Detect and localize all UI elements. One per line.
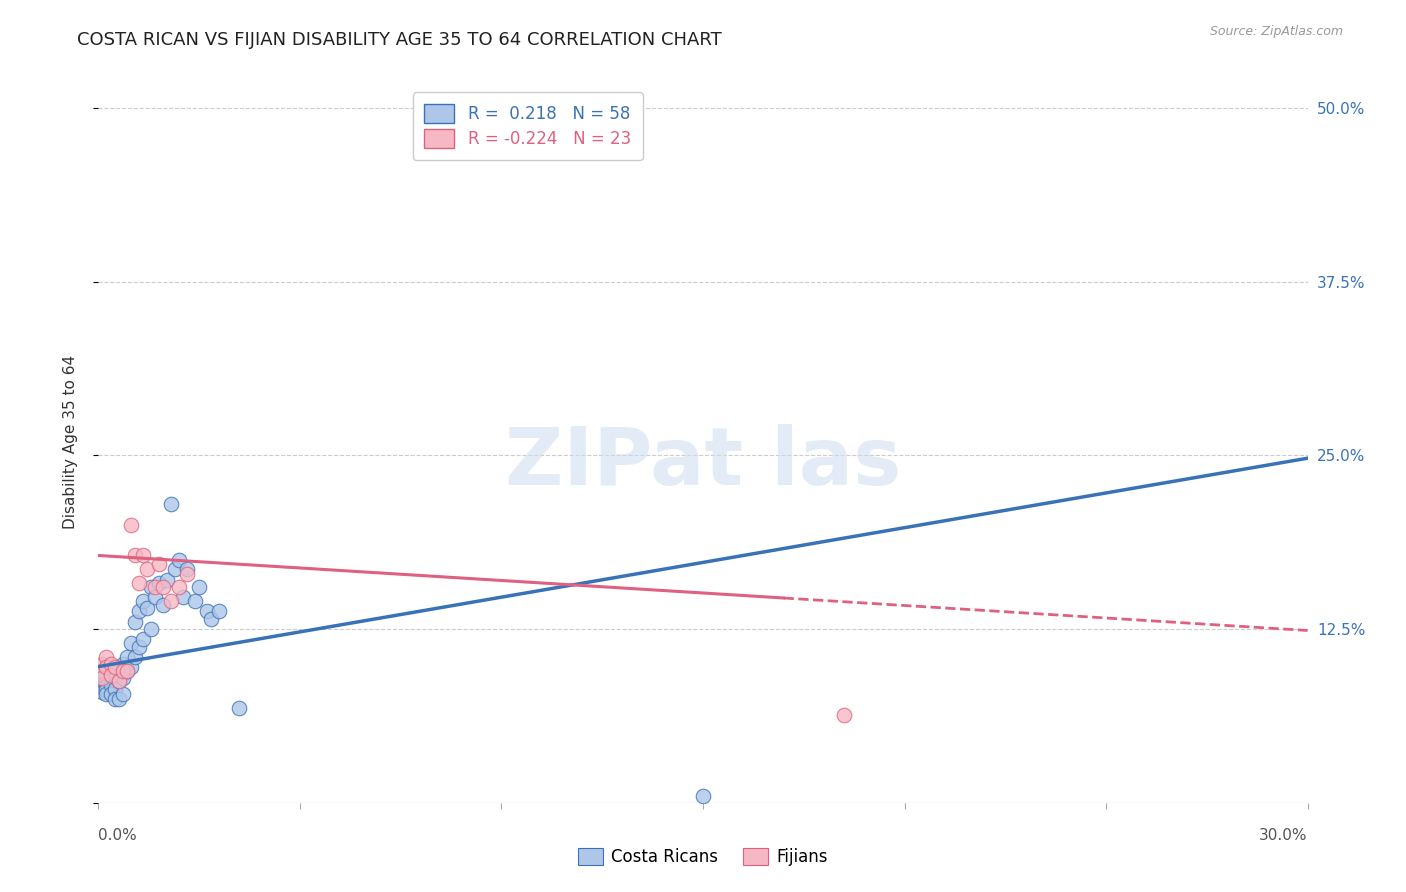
Legend: Costa Ricans, Fijians: Costa Ricans, Fijians	[571, 841, 835, 873]
Point	[100, 678, 122, 692]
Point	[132, 549, 155, 563]
Point	[148, 576, 170, 591]
Point	[91, 664, 114, 678]
Point	[167, 552, 190, 566]
Point	[115, 649, 138, 664]
Point	[176, 566, 198, 581]
Point	[156, 574, 179, 588]
Point	[143, 590, 166, 604]
Point	[100, 661, 122, 675]
Text: Source: ZipAtlas.com: Source: ZipAtlas.com	[1209, 25, 1343, 38]
Point	[100, 665, 122, 680]
Point	[167, 581, 190, 595]
Point	[120, 659, 142, 673]
Point	[135, 562, 157, 576]
Legend: R =  0.218   N = 58, R = -0.224   N = 23: R = 0.218 N = 58, R = -0.224 N = 23	[413, 92, 643, 160]
Point	[100, 669, 122, 683]
Point	[200, 612, 222, 626]
Point	[103, 681, 125, 696]
Point	[120, 517, 142, 532]
Point	[124, 615, 146, 630]
Point	[91, 664, 114, 678]
Point	[143, 581, 166, 595]
Point	[91, 676, 114, 690]
Point	[139, 581, 162, 595]
Point	[132, 632, 155, 646]
Point	[96, 671, 118, 685]
Point	[96, 649, 118, 664]
Point	[208, 604, 231, 618]
Point	[128, 640, 150, 655]
Point	[832, 708, 855, 723]
Point	[91, 673, 114, 688]
Point	[91, 668, 114, 682]
Point	[103, 664, 125, 678]
Text: ZIPat las: ZIPat las	[505, 425, 901, 502]
Point	[96, 662, 118, 676]
Y-axis label: Disability Age 35 to 64: Disability Age 35 to 64	[63, 354, 77, 529]
Point	[91, 684, 114, 698]
Text: COSTA RICAN VS FIJIAN DISABILITY AGE 35 TO 64 CORRELATION CHART: COSTA RICAN VS FIJIAN DISABILITY AGE 35 …	[77, 31, 723, 49]
Point	[124, 549, 146, 563]
Point	[160, 594, 183, 608]
Point	[96, 659, 118, 673]
Point	[692, 789, 714, 803]
Point	[228, 701, 250, 715]
Point	[132, 594, 155, 608]
Point	[100, 687, 122, 701]
Point	[163, 562, 186, 576]
Point	[188, 581, 211, 595]
Point	[184, 594, 207, 608]
Point	[103, 668, 125, 682]
Point	[120, 636, 142, 650]
Point	[91, 671, 114, 685]
Point	[135, 601, 157, 615]
Point	[91, 671, 114, 685]
Text: 0.0%: 0.0%	[98, 828, 138, 843]
Point	[100, 668, 122, 682]
Point	[160, 497, 183, 511]
Point	[152, 581, 174, 595]
Text: 30.0%: 30.0%	[1260, 828, 1308, 843]
Point	[107, 691, 129, 706]
Point	[96, 674, 118, 689]
Point	[128, 576, 150, 591]
Point	[111, 664, 134, 678]
Point	[148, 557, 170, 571]
Point	[152, 599, 174, 613]
Point	[176, 562, 198, 576]
Point	[107, 673, 129, 688]
Point	[115, 664, 138, 678]
Point	[195, 604, 218, 618]
Point	[139, 622, 162, 636]
Point	[111, 671, 134, 685]
Point	[111, 687, 134, 701]
Point	[111, 657, 134, 671]
Point	[103, 691, 125, 706]
Point	[128, 604, 150, 618]
Point	[96, 683, 118, 698]
Point	[96, 666, 118, 681]
Point	[107, 659, 129, 673]
Point	[124, 649, 146, 664]
Point	[100, 657, 122, 671]
Point	[96, 679, 118, 693]
Point	[91, 681, 114, 695]
Point	[91, 657, 114, 671]
Point	[96, 687, 118, 701]
Point	[115, 664, 138, 678]
Point	[103, 659, 125, 673]
Point	[107, 673, 129, 688]
Point	[172, 590, 194, 604]
